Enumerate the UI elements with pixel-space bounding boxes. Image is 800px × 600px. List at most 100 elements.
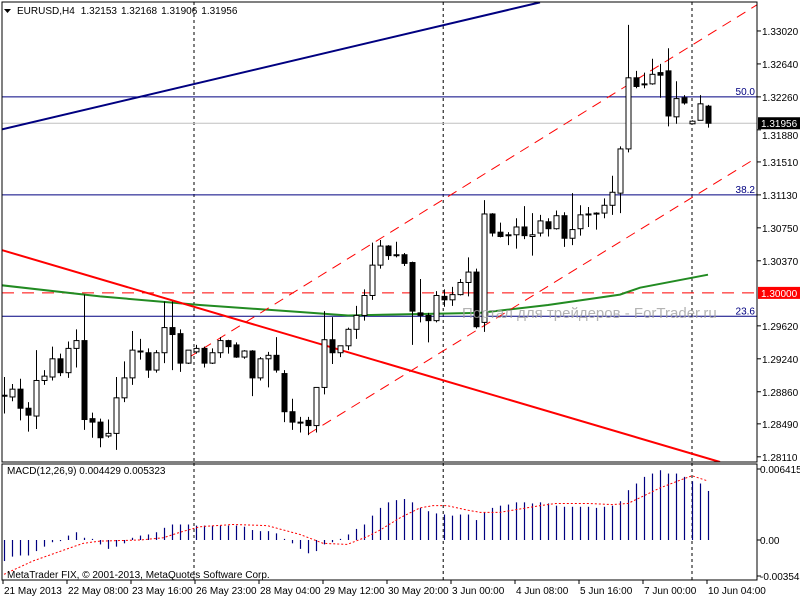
macd-pane[interactable] xyxy=(3,463,710,580)
candle[interactable] xyxy=(209,348,216,365)
candle[interactable] xyxy=(337,345,344,358)
candle[interactable] xyxy=(473,268,480,329)
candle[interactable] xyxy=(537,214,544,237)
candle[interactable] xyxy=(169,301,176,371)
candle[interactable] xyxy=(121,361,128,403)
candle[interactable] xyxy=(417,279,424,323)
candle[interactable] xyxy=(361,289,368,321)
candle[interactable] xyxy=(489,213,496,237)
candle[interactable] xyxy=(385,245,392,260)
candle[interactable] xyxy=(689,120,696,125)
candle[interactable] xyxy=(601,198,608,219)
candle[interactable] xyxy=(561,212,568,247)
candle[interactable] xyxy=(217,337,224,358)
candle[interactable] xyxy=(345,327,352,351)
candle[interactable] xyxy=(89,412,96,438)
candle-body xyxy=(137,350,144,353)
candle[interactable] xyxy=(161,301,168,364)
candle[interactable] xyxy=(673,81,680,124)
candle[interactable] xyxy=(321,311,328,395)
candle[interactable] xyxy=(297,416,304,433)
candle[interactable] xyxy=(585,207,592,227)
candle[interactable] xyxy=(609,175,616,215)
dropdown-triangle-icon[interactable] xyxy=(4,9,11,13)
candle[interactable] xyxy=(681,95,688,105)
candle[interactable] xyxy=(497,222,504,238)
candle[interactable] xyxy=(145,348,152,378)
candle[interactable] xyxy=(593,212,600,230)
candle[interactable] xyxy=(113,377,120,450)
candle[interactable] xyxy=(577,205,584,236)
candle[interactable] xyxy=(353,305,360,339)
candle[interactable] xyxy=(57,353,64,377)
candle[interactable] xyxy=(633,70,640,89)
candle[interactable] xyxy=(9,383,16,402)
candle[interactable] xyxy=(697,95,704,121)
candle[interactable] xyxy=(257,357,264,381)
candle[interactable] xyxy=(305,416,312,436)
candle[interactable] xyxy=(505,232,512,246)
candle[interactable] xyxy=(481,200,488,332)
blue-trendline[interactable] xyxy=(0,2,541,131)
candle[interactable] xyxy=(665,48,672,127)
candle[interactable] xyxy=(377,239,384,269)
candle[interactable] xyxy=(409,261,416,345)
candle[interactable] xyxy=(617,146,624,214)
candle[interactable] xyxy=(545,218,552,237)
candle[interactable] xyxy=(41,370,48,385)
candle[interactable] xyxy=(553,210,560,230)
candle[interactable] xyxy=(49,346,56,381)
candle[interactable] xyxy=(193,344,200,354)
candle[interactable] xyxy=(153,350,160,373)
candle[interactable] xyxy=(2,377,8,414)
candle[interactable] xyxy=(25,402,32,432)
candle[interactable] xyxy=(241,350,248,359)
candle[interactable] xyxy=(625,24,632,153)
moving-average-line[interactable] xyxy=(0,273,709,317)
candle[interactable] xyxy=(369,242,376,300)
candle[interactable] xyxy=(65,341,72,378)
candle[interactable] xyxy=(185,349,192,365)
candle[interactable] xyxy=(273,337,280,373)
candle[interactable] xyxy=(465,257,472,297)
candle[interactable] xyxy=(233,342,240,358)
channel-lower[interactable] xyxy=(307,157,757,435)
candle[interactable] xyxy=(265,351,272,388)
candle-body xyxy=(417,312,424,316)
candle[interactable] xyxy=(425,312,432,343)
candle[interactable] xyxy=(249,350,256,397)
candle[interactable] xyxy=(17,378,24,421)
candle[interactable] xyxy=(521,206,528,240)
candle[interactable] xyxy=(529,213,536,256)
candle[interactable] xyxy=(449,286,456,306)
channel-upper[interactable] xyxy=(187,4,757,359)
candle[interactable] xyxy=(225,339,232,354)
candle[interactable] xyxy=(177,329,184,372)
candle[interactable] xyxy=(457,279,464,296)
price-pane[interactable]: 50.0 38.2 23.6 xyxy=(0,2,757,462)
candle[interactable] xyxy=(129,331,136,385)
candle[interactable] xyxy=(81,294,88,430)
candle[interactable] xyxy=(569,193,576,246)
candle[interactable] xyxy=(393,241,400,258)
candle[interactable] xyxy=(441,289,448,307)
candle[interactable] xyxy=(433,291,440,323)
candle[interactable] xyxy=(329,317,336,365)
candle[interactable] xyxy=(73,329,80,368)
candle[interactable] xyxy=(313,386,320,433)
candle[interactable] xyxy=(281,370,288,423)
candle[interactable] xyxy=(137,338,144,360)
candle[interactable] xyxy=(105,419,112,438)
candle[interactable] xyxy=(641,72,648,89)
candle[interactable] xyxy=(289,398,296,430)
candle[interactable] xyxy=(33,350,40,430)
red-trendline[interactable] xyxy=(0,249,721,462)
candle[interactable] xyxy=(705,104,712,128)
candle[interactable] xyxy=(97,418,104,448)
candle[interactable] xyxy=(201,346,208,368)
candle[interactable] xyxy=(649,58,656,85)
candle[interactable] xyxy=(513,218,520,249)
candle[interactable] xyxy=(401,252,408,267)
candle[interactable] xyxy=(657,63,664,98)
